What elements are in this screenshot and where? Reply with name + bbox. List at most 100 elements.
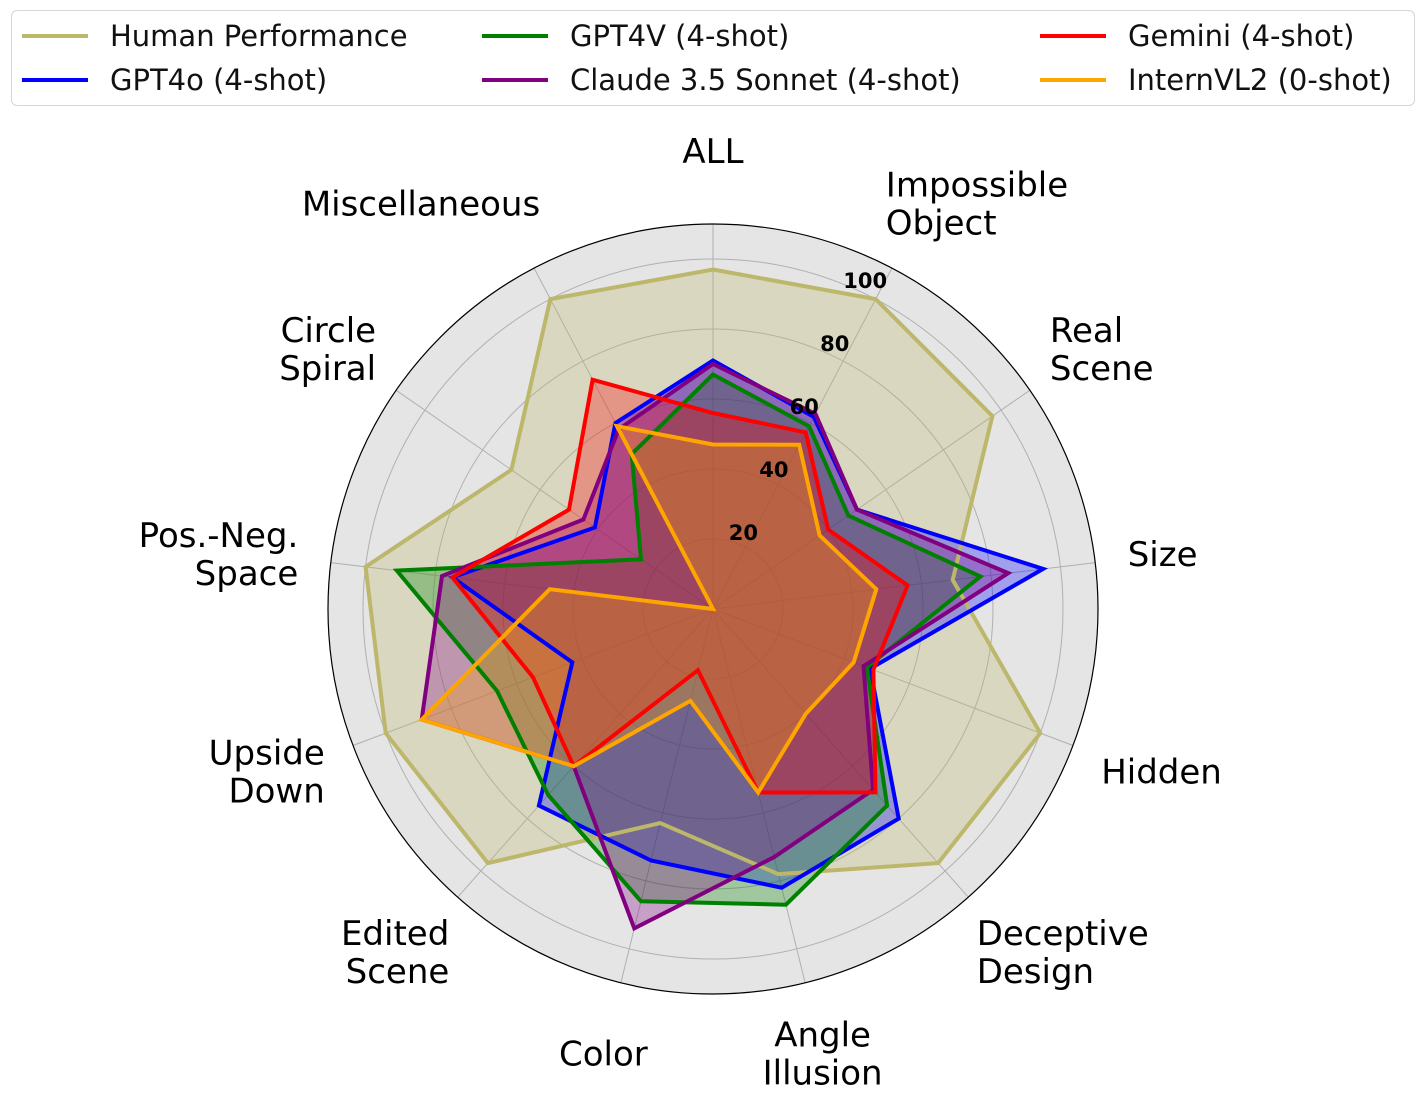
data-point-gemini [697, 669, 699, 671]
data-point-human [777, 873, 779, 875]
data-point-internvl2 [712, 608, 714, 610]
legend-label-internvl2: InternVL2 (0-shot) [1128, 63, 1392, 97]
data-point-human [385, 732, 387, 734]
grid-spoke [457, 608, 714, 898]
data-point-gpt4o [869, 668, 871, 670]
data-point-gpt4v [640, 900, 642, 902]
data-point-claude [582, 519, 584, 520]
legend-item-gemini: Gemini (4-shot) [1040, 16, 1354, 56]
data-point-human [952, 579, 954, 581]
category-label: Angle Illusion [763, 1016, 883, 1094]
legend: Human Performance GPT4o (4-shot) GPT4V (… [11, 10, 1415, 106]
data-point-gemini [568, 509, 570, 511]
data-point-gemini [592, 379, 594, 381]
data-point-internvl2 [421, 719, 423, 720]
legend-item-claude: Claude 3.5 Sonnet (4-shot) [482, 60, 961, 100]
data-point-human [937, 862, 939, 864]
data-point-human [659, 822, 661, 824]
data-point-claude [712, 363, 714, 365]
data-point-claude [872, 789, 874, 791]
data-point-human [549, 298, 551, 300]
data-point-gpt4o [781, 887, 783, 889]
data-point-internvl2 [712, 444, 714, 445]
data-point-gpt4o [813, 416, 815, 418]
series-line-claude [419, 361, 1013, 932]
data-point-gpt4o [594, 527, 596, 528]
radial-tick-label: 100 [843, 269, 887, 293]
data-point-gpt4o [538, 805, 540, 806]
legend-item-gpt4o: GPT4o (4-shot) [22, 60, 327, 100]
data-point-gpt4v [886, 805, 888, 806]
radial-tick-label: 40 [759, 458, 788, 482]
data-point-internvl2 [573, 765, 575, 767]
data-point-internvl2 [798, 444, 800, 446]
data-point-gpt4v [712, 374, 714, 375]
legend-item-internvl2: InternVL2 (0-shot) [1040, 60, 1392, 100]
data-point-human [1039, 732, 1041, 734]
legend-item-human: Human Performance [22, 16, 408, 56]
data-point-gpt4v [396, 570, 398, 572]
plot-border [327, 223, 1099, 995]
series-line-gemini [449, 377, 911, 795]
data-point-claude [773, 856, 775, 858]
radial-tick-label: 60 [790, 395, 819, 419]
category-label: ALL [682, 132, 743, 172]
series-line-human [363, 267, 1043, 877]
data-point-gemini [712, 412, 714, 414]
grid-spoke [712, 389, 1031, 610]
data-point-gemini [827, 529, 829, 530]
data-point-human [875, 298, 877, 300]
series-line-gpt4o [448, 358, 1049, 890]
data-point-gpt4o [1042, 568, 1044, 570]
data-point-gpt4v [808, 425, 810, 427]
series-fill-gpt4o [452, 360, 1044, 888]
data-point-human [991, 415, 993, 417]
series-fill-gpt4v [396, 374, 981, 905]
grid-spoke [712, 608, 1074, 746]
data-point-gpt4o [650, 860, 652, 861]
data-point-gpt4o [712, 360, 714, 361]
category-label: Edited Scene [341, 914, 449, 992]
data-point-gemini [451, 576, 453, 578]
data-point-claude [1007, 572, 1009, 574]
grid-spoke [395, 389, 714, 610]
data-point-internvl2 [805, 713, 807, 715]
data-point-internvl2 [689, 700, 691, 702]
data-point-internvl2 [549, 588, 551, 590]
legend-swatch-internvl2 [1040, 78, 1106, 82]
legend-label-gpt4v: GPT4V (4-shot) [570, 19, 790, 53]
data-point-human [712, 269, 714, 270]
data-point-gpt4v [496, 690, 498, 692]
data-point-internvl2 [819, 534, 821, 536]
series-fill-internvl2 [421, 426, 877, 793]
data-point-internvl2 [616, 425, 618, 427]
category-label: Real Scene [1050, 311, 1154, 389]
series-line-internvl2 [417, 423, 879, 797]
legend-label-gemini: Gemini (4-shot) [1128, 19, 1355, 53]
legend-swatch-gemini [1040, 34, 1106, 38]
data-point-gpt4v [785, 904, 787, 906]
category-label: Pos.-Neg. Space [139, 516, 299, 594]
data-point-gemini [875, 791, 876, 793]
data-point-gpt4v [866, 666, 868, 668]
data-point-human [365, 566, 367, 568]
data-point-gpt4o [614, 422, 616, 424]
category-label: Circle Spiral [279, 311, 376, 389]
data-point-claude [863, 665, 864, 667]
series-line-gpt4v [392, 372, 985, 907]
radial-tick-label: 80 [820, 332, 849, 356]
category-label: Color [559, 1035, 648, 1075]
data-point-gpt4v [547, 794, 549, 796]
data-point-claude [815, 413, 816, 415]
grid-spoke [712, 608, 806, 983]
legend-swatch-claude [482, 78, 548, 82]
legend-item-gpt4v: GPT4V (4-shot) [482, 16, 789, 56]
legend-swatch-human [22, 34, 88, 38]
series-fill-human [365, 269, 1041, 875]
legend-swatch-gpt4o [22, 78, 88, 82]
category-label: Impossible Object [886, 166, 1068, 244]
category-label: Deceptive Design [977, 914, 1149, 992]
legend-label-claude: Claude 3.5 Sonnet (4-shot) [570, 63, 961, 97]
data-point-internvl2 [853, 661, 855, 663]
